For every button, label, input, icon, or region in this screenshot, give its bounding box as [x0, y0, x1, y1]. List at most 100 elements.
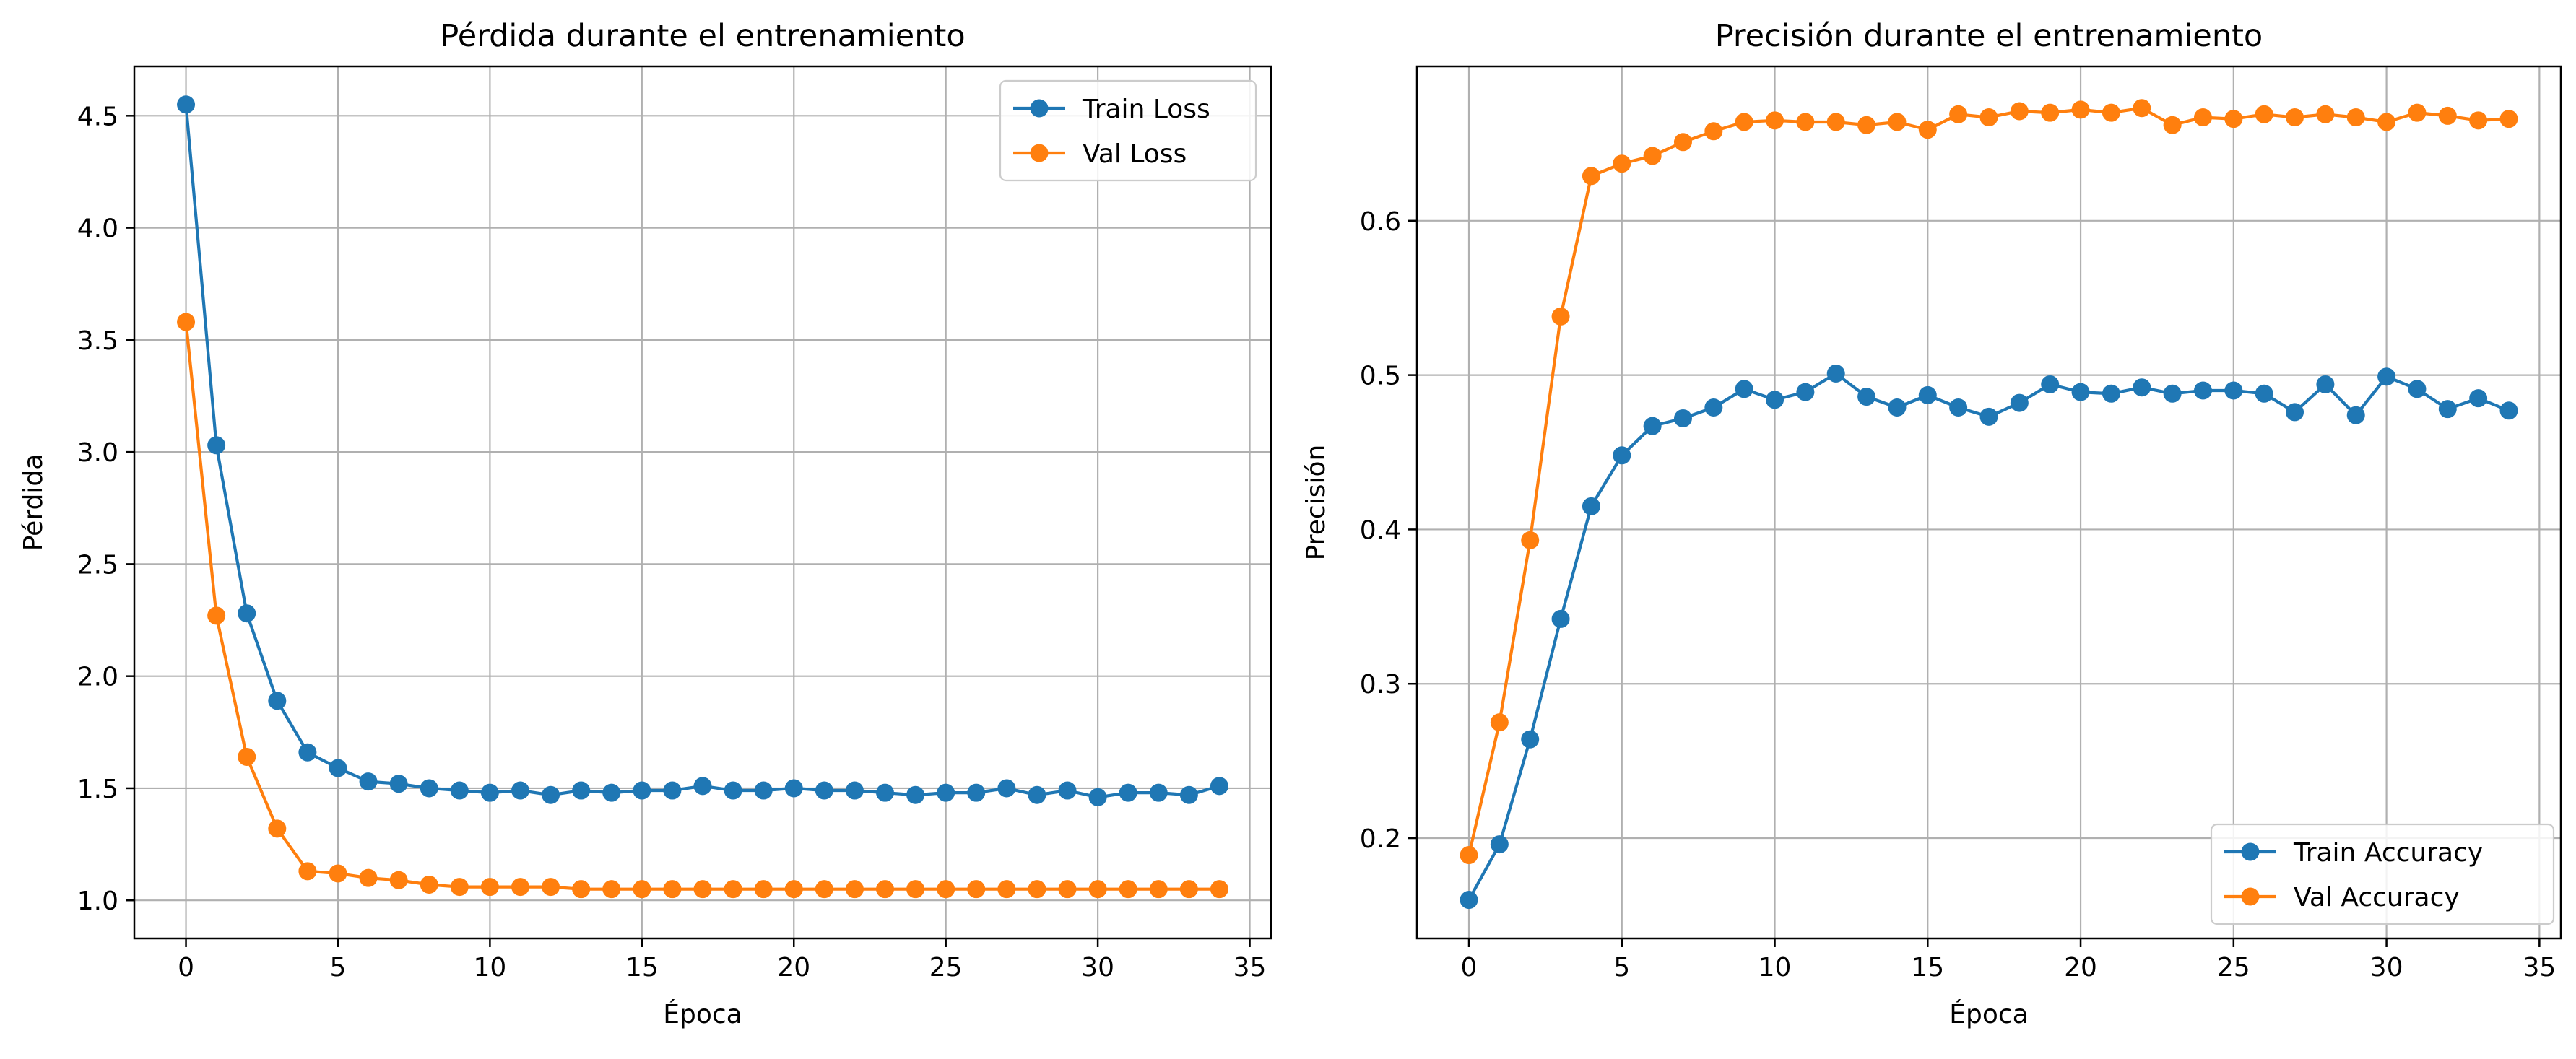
data-point: [845, 880, 864, 899]
data-point: [937, 783, 955, 802]
data-point: [2408, 103, 2427, 122]
data-point: [1918, 121, 1937, 139]
data-point: [693, 880, 712, 899]
data-point: [2438, 106, 2457, 125]
data-point: [2041, 103, 2060, 122]
data-point: [1857, 388, 1876, 406]
data-point: [1643, 147, 1662, 165]
legend-entry: Val Loss: [1083, 139, 1187, 169]
data-point: [633, 880, 651, 899]
series-line: [184, 321, 1220, 891]
data-point: [602, 880, 621, 899]
data-point: [1918, 385, 1937, 404]
chart-title: Precisión durante el entrenamiento: [1715, 18, 2263, 54]
data-point: [359, 772, 378, 791]
data-point: [298, 743, 317, 762]
data-point: [542, 878, 560, 897]
data-point: [420, 779, 438, 798]
data-point: [1058, 781, 1077, 800]
x-tick-label: 30: [1081, 953, 1114, 982]
data-point: [207, 436, 226, 455]
data-point: [359, 868, 378, 887]
data-point: [1643, 417, 1662, 435]
data-point: [2163, 116, 2182, 134]
legend-box: [999, 79, 1257, 182]
y-tick-label: 3.5: [77, 326, 118, 356]
data-point: [2193, 381, 2212, 400]
data-point: [1857, 116, 1876, 134]
data-point: [1490, 713, 1509, 732]
x-axis-label: Época: [663, 999, 742, 1029]
data-point: [2286, 403, 2304, 422]
data-point: [2102, 384, 2120, 403]
x-tick-label: 20: [777, 953, 810, 982]
data-point: [1766, 111, 1784, 130]
data-point: [1521, 531, 1540, 549]
plot-frame: [133, 65, 1272, 940]
data-point: [511, 781, 529, 800]
data-point: [693, 777, 712, 796]
data-point: [207, 606, 226, 625]
data-point: [2469, 111, 2488, 130]
data-point: [1949, 105, 1968, 123]
data-point: [724, 880, 742, 899]
data-point: [389, 871, 408, 889]
data-point: [542, 785, 560, 804]
data-point: [1521, 730, 1540, 749]
x-tick-label: 10: [473, 953, 506, 982]
x-axis-label: Época: [1949, 999, 2028, 1029]
data-point: [1979, 108, 1998, 127]
data-point: [2133, 378, 2151, 397]
data-point: [1210, 880, 1228, 899]
x-tick-label: 35: [1233, 953, 1267, 982]
data-point: [663, 781, 682, 800]
x-tick-label: 15: [625, 953, 659, 982]
data-point: [450, 878, 469, 897]
data-point: [1119, 880, 1137, 899]
x-tick-label: 25: [2217, 953, 2250, 982]
data-point: [2255, 384, 2273, 403]
data-point: [2346, 108, 2365, 127]
data-point: [1179, 785, 1198, 804]
data-point: [1613, 154, 1631, 173]
data-point: [876, 880, 895, 899]
y-axis-label: Pérdida: [19, 454, 48, 552]
data-point: [238, 747, 256, 766]
x-tick-label: 0: [178, 953, 194, 982]
legend-swatch-marker: [1030, 144, 1049, 162]
data-point: [1673, 133, 1692, 152]
data-point: [2438, 400, 2457, 419]
data-point: [1888, 398, 1907, 417]
data-point: [602, 783, 621, 802]
data-point: [2316, 105, 2335, 123]
data-point: [1460, 846, 1478, 865]
data-point: [177, 313, 196, 331]
x-tick-label: 5: [330, 953, 347, 982]
legend-box: [2210, 823, 2555, 925]
data-point: [480, 783, 499, 802]
data-point: [2193, 108, 2212, 127]
data-point: [480, 878, 499, 897]
data-point: [572, 880, 591, 899]
data-point: [2377, 367, 2396, 386]
x-tick-label: 10: [1758, 953, 1792, 982]
data-point: [2010, 393, 2029, 412]
y-tick-label: 0.2: [1360, 824, 1401, 854]
data-point: [268, 819, 287, 838]
data-point: [2499, 110, 2518, 128]
legend-swatch-marker: [2241, 842, 2260, 861]
data-point: [1673, 409, 1692, 427]
data-point: [2102, 103, 2120, 122]
data-point: [2010, 102, 2029, 121]
data-point: [1888, 113, 1907, 131]
data-point: [329, 864, 347, 883]
y-tick-label: 2.0: [77, 663, 118, 692]
chart-title: Pérdida durante el entrenamiento: [440, 18, 965, 54]
data-point: [815, 781, 833, 800]
data-point: [2224, 110, 2243, 128]
data-point: [663, 880, 682, 899]
y-axis-label: Precisión: [1301, 445, 1331, 561]
data-point: [1766, 391, 1784, 409]
data-point: [754, 781, 773, 800]
